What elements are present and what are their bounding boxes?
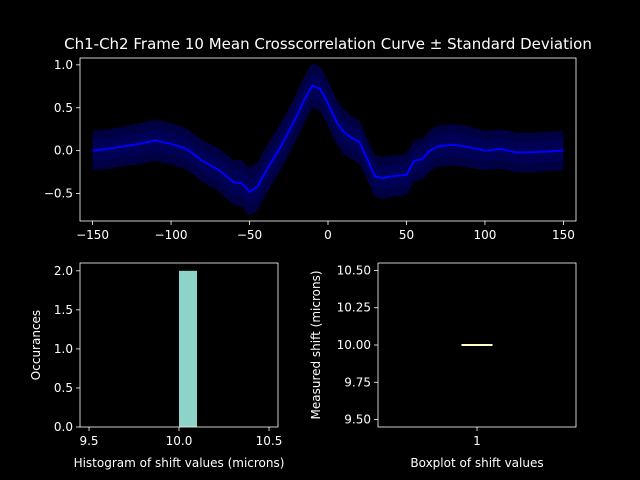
boxplot-y-tick-label: 9.75 [344,375,371,389]
histogram-y-tick-label: 1.5 [54,303,73,317]
std-deviation-band [92,63,564,216]
chart-title: Ch1-Ch2 Frame 10 Mean Crosscorrelation C… [64,35,592,53]
histogram-plot-area [179,270,197,427]
top-y-tick-label: −0.5 [44,187,73,201]
boxplot-y-tick-label: 10.50 [337,263,371,277]
top-y-tick-label: 0.5 [54,101,73,115]
top-x-tick-label: 50 [399,228,414,242]
boxplot-x-label: Boxplot of shift values [410,456,543,470]
histogram-y-label: Occurances [29,310,43,380]
boxplot-chart: 1 9.50 9.75 10.00 10.25 10.50 Boxplot of shi… [309,262,577,470]
boxplot-y-tick-label: 9.50 [344,413,371,427]
histogram-x-axis: 9.5 10.0 10.5 [79,427,282,448]
top-x-tick-label: −50 [237,228,262,242]
top-x-tick-label: −100 [155,228,188,242]
histogram-x-tick-label: 10.5 [256,434,283,448]
histogram-y-tick-label: 0.0 [54,420,73,434]
top-x-tick-label: 0 [324,228,332,242]
top-x-tick-label: 100 [474,228,497,242]
top-x-axis: −150 −100 −50 0 50 100 150 [76,221,575,242]
histogram-x-tick-label: 10.0 [166,434,193,448]
boxplot-plot-area [461,344,493,346]
top-x-tick-label: −150 [76,228,109,242]
mean-crosscorrelation-line [92,84,564,193]
histogram-x-label: Histogram of shift values (microns) [74,456,285,470]
boxplot-y-label: Measured shift (microns) [309,270,323,419]
boxplot-y-tick-label: 10.25 [337,301,371,315]
histogram-y-tick-label: 2.0 [54,264,73,278]
boxplot-y-axis: 9.50 9.75 10.00 10.25 10.50 [337,263,378,427]
crosscorrelation-plot-area [92,63,564,216]
histogram-y-tick-label: 1.0 [54,342,73,356]
top-y-tick-label: 1.0 [54,58,73,72]
std-deviation-inner-band [92,73,564,205]
histogram-y-axis: 0.0 0.5 1.0 1.5 2.0 [54,264,80,434]
boxplot-y-tick-label: 10.00 [337,338,371,352]
top-x-tick-label: 150 [552,228,575,242]
crosscorrelation-chart: Ch1-Ch2 Frame 10 Mean Crosscorrelation C… [44,35,592,242]
boxplot-x-tick-label: 1 [473,434,481,448]
boxplot-x-axis: 1 [473,427,481,448]
histogram-chart: 9.5 10.0 10.5 0.0 0.5 1.0 1.5 2.0 Histogram of… [29,262,285,470]
top-y-tick-label: 0.0 [54,144,73,158]
histogram-x-tick-label: 9.5 [79,434,98,448]
histogram-y-tick-label: 0.5 [54,381,73,395]
top-y-axis: −0.5 0.0 0.5 1.0 [44,58,80,201]
histogram-bar [179,270,197,427]
